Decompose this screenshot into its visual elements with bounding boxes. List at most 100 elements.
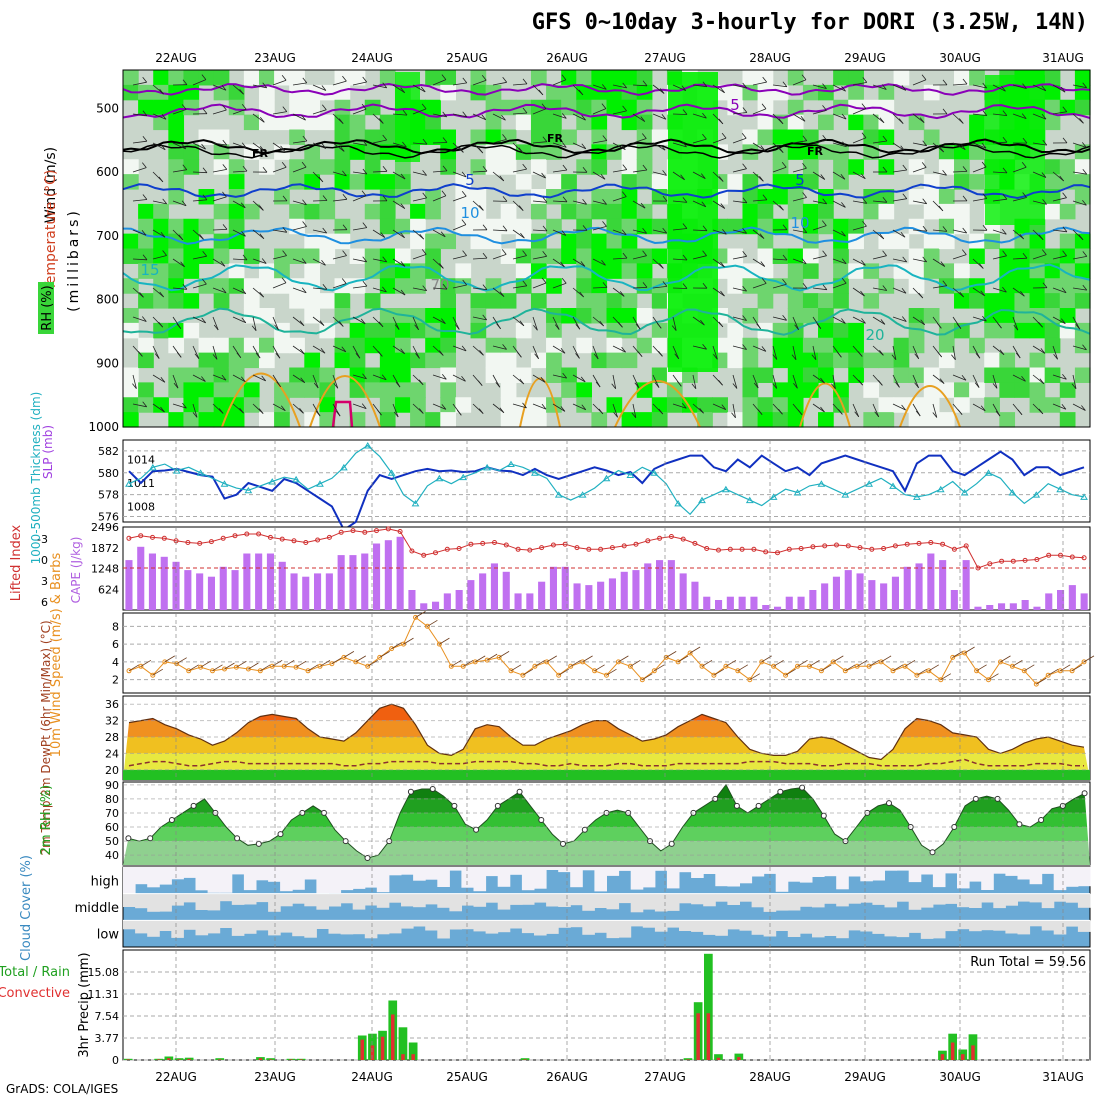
cloud-cell bbox=[775, 867, 789, 892]
rh-cell bbox=[183, 144, 200, 160]
rh-cell bbox=[621, 174, 638, 190]
wind-barb bbox=[712, 229, 727, 235]
rh-cell bbox=[651, 248, 668, 264]
wind-barb bbox=[812, 287, 827, 291]
wind-barb bbox=[892, 258, 907, 263]
rh-cell bbox=[500, 337, 517, 354]
lifted-index-point bbox=[1034, 557, 1040, 562]
cloud-cell bbox=[376, 920, 390, 935]
wind-barb bbox=[732, 137, 747, 144]
cloud-cell bbox=[606, 867, 620, 876]
cloud-cell bbox=[304, 867, 317, 880]
wind-barb bbox=[572, 287, 584, 298]
cloud-cell bbox=[243, 920, 257, 934]
rh-cell bbox=[485, 144, 502, 160]
rh-cell bbox=[742, 397, 759, 413]
rh-cell bbox=[1074, 278, 1091, 294]
rh-cell bbox=[1059, 382, 1076, 398]
rh-cell bbox=[591, 203, 608, 220]
rh-cell bbox=[636, 114, 653, 131]
rh-cell bbox=[757, 278, 774, 294]
wind-barb-flag bbox=[276, 381, 281, 388]
rh-cell bbox=[772, 189, 789, 205]
wind-barb bbox=[572, 142, 586, 150]
wind-barb-flag bbox=[962, 227, 968, 234]
wind-barb-flag bbox=[321, 104, 327, 110]
precip-tick-label: 7.54 bbox=[95, 1010, 120, 1023]
wind-barb bbox=[592, 108, 607, 115]
lifted-index-point bbox=[822, 543, 828, 549]
rh-cell bbox=[1044, 84, 1061, 101]
rh-cell bbox=[1044, 248, 1061, 264]
cloud-cell bbox=[1065, 893, 1079, 903]
wind-barb-flag bbox=[680, 174, 685, 181]
rh-cell bbox=[228, 218, 245, 235]
rh-cell bbox=[651, 337, 668, 354]
rh-cell bbox=[304, 263, 321, 279]
wind-barb bbox=[832, 113, 847, 120]
cloud-cell bbox=[195, 867, 209, 891]
rh-cell bbox=[1059, 322, 1076, 339]
wind-barb bbox=[432, 113, 447, 118]
wind-barb-flag bbox=[302, 77, 308, 84]
wind-barb-flag bbox=[995, 410, 1001, 417]
pressure-tick-label: 800 bbox=[96, 293, 119, 307]
cloud-cell bbox=[570, 867, 583, 888]
cloud-cell bbox=[352, 867, 366, 889]
rh-cell bbox=[546, 99, 562, 116]
rh-cell bbox=[364, 248, 381, 264]
cloud-cell bbox=[135, 920, 148, 934]
wind-barb-flag bbox=[982, 193, 988, 199]
rh-cell bbox=[364, 129, 381, 145]
rh-cell bbox=[606, 218, 623, 235]
wind-barb bbox=[632, 374, 640, 388]
wind-barb bbox=[352, 285, 367, 289]
wind-barb-flag bbox=[517, 351, 522, 358]
cloud-cell bbox=[848, 893, 861, 904]
rh2m-point bbox=[560, 840, 566, 847]
cloud-cell bbox=[679, 867, 692, 873]
precip-convective-bar bbox=[686, 1059, 690, 1060]
cape-bar bbox=[219, 566, 227, 610]
rh-cell bbox=[319, 84, 336, 101]
wind-barb bbox=[772, 258, 788, 261]
wind-barb bbox=[132, 113, 147, 117]
rh-cell bbox=[394, 382, 411, 398]
wind-barb-flag bbox=[1022, 192, 1027, 198]
cloud-cell bbox=[546, 893, 559, 907]
wind-barb bbox=[752, 199, 767, 202]
rh-cell bbox=[228, 174, 245, 190]
wind-barb-flag bbox=[861, 318, 866, 324]
wind-barb bbox=[892, 316, 907, 322]
rh-cell bbox=[1044, 99, 1061, 116]
cloud-cell bbox=[461, 920, 474, 930]
wind-barb bbox=[452, 113, 467, 118]
wind-barb-flag bbox=[202, 108, 208, 114]
precip-convective-bar bbox=[737, 1057, 741, 1060]
thickness-point bbox=[316, 480, 324, 487]
thickness-point bbox=[578, 491, 587, 498]
cape-bar bbox=[856, 573, 864, 610]
rh-cell bbox=[379, 218, 396, 235]
cloud-cell bbox=[932, 920, 946, 939]
wind-barb bbox=[492, 171, 505, 182]
rh-cell bbox=[893, 352, 910, 369]
rh-cell bbox=[561, 203, 577, 220]
lifted-index-point bbox=[621, 543, 627, 549]
wind-barb bbox=[752, 374, 759, 389]
wind-barb bbox=[932, 229, 947, 232]
cloud-cell bbox=[582, 920, 595, 935]
rh-cell bbox=[818, 84, 834, 101]
rh-cell bbox=[394, 337, 411, 354]
wind-barb-flag bbox=[499, 175, 505, 182]
rh-cell bbox=[183, 412, 200, 428]
wind-barb-flag bbox=[202, 167, 208, 173]
wind-barb bbox=[412, 254, 427, 260]
wind-speed-point bbox=[675, 659, 681, 665]
rh-cell bbox=[848, 218, 864, 235]
wind-barb-flag bbox=[794, 324, 799, 331]
wind-speed-point bbox=[341, 654, 347, 660]
cloud-cell bbox=[642, 893, 656, 910]
wind-barb bbox=[712, 258, 725, 268]
wind-tick-label: 2 bbox=[112, 674, 119, 687]
